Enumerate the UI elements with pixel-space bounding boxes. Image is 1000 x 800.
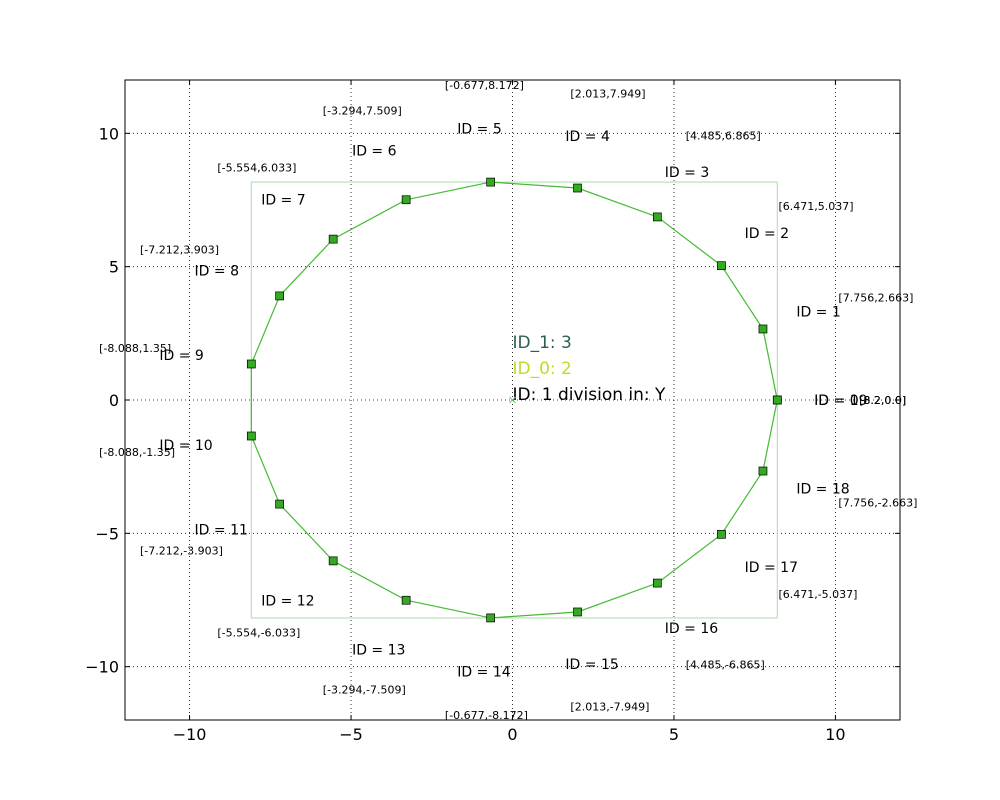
vertex-coord-label-0: [8.2,0.0] bbox=[859, 394, 906, 407]
vertex-marker-17 bbox=[717, 529, 726, 539]
vertex-marker-5 bbox=[486, 177, 495, 187]
center-annotations: ID_1: 3 ID_0: 2 ID: 1 division in: Y bbox=[509, 333, 667, 405]
polygon-line bbox=[250, 181, 778, 619]
vertex-id-label-7: ID = 7 bbox=[261, 193, 305, 209]
vertex-coord-label-16: [4.485,-6.865] bbox=[686, 659, 765, 672]
vertex-coord-label-12: [-5.554,-6.033] bbox=[217, 626, 300, 639]
vertex-coord-label-13: [-3.294,-7.509] bbox=[323, 683, 406, 696]
annotation-id1: ID_1: 3 bbox=[513, 333, 572, 353]
vertex-coord-label-1: [7.756,2.663] bbox=[838, 291, 913, 304]
vertex-id-label-17: ID = 17 bbox=[745, 560, 798, 576]
vertex-id-label-18: ID = 18 bbox=[796, 481, 849, 497]
polygon-line-layer bbox=[250, 181, 778, 619]
vertex-coord-label-14: [-0.677,-8.172] bbox=[445, 709, 528, 722]
vertex-marker-12 bbox=[328, 556, 338, 566]
vertex-coord-label-6: [-3.294,7.509] bbox=[323, 105, 402, 118]
vertex-marker-14 bbox=[486, 613, 495, 623]
vertex-coord-label-8: [-7.212,3.903] bbox=[140, 244, 219, 257]
y-tick-label: 0 bbox=[109, 391, 119, 410]
vertex-marker-8 bbox=[275, 291, 284, 301]
vertex-id-label-8: ID = 8 bbox=[195, 263, 239, 279]
vertex-marker-15 bbox=[573, 607, 582, 617]
vertex-coord-label-9: [-8.088,1.35] bbox=[99, 342, 171, 355]
vertex-marker-13 bbox=[401, 595, 411, 605]
vertex-coord-label-18: [7.756,-2.663] bbox=[838, 497, 917, 510]
vertex-id-label-0: ID = 0 bbox=[814, 393, 858, 409]
vertex-id-label-2: ID = 2 bbox=[745, 226, 789, 242]
x-tick-label: −10 bbox=[173, 725, 207, 744]
vertex-id-label-4: ID = 4 bbox=[565, 129, 610, 145]
x-tick-label: 10 bbox=[825, 725, 845, 744]
vertex-marker-9 bbox=[246, 359, 256, 369]
y-tick-label: 5 bbox=[109, 258, 119, 277]
vertex-marker-2 bbox=[717, 261, 726, 271]
x-tick-label: −5 bbox=[339, 725, 363, 744]
vertex-coord-label-3: [4.485,6.865] bbox=[686, 129, 761, 142]
y-tick-label: −5 bbox=[95, 524, 119, 543]
vertex-id-label-10: ID = 10 bbox=[159, 438, 212, 454]
vertex-marker-3 bbox=[652, 212, 662, 222]
y-tick-label: 10 bbox=[99, 124, 119, 143]
vertex-id-label-11: ID = 11 bbox=[195, 523, 248, 539]
vertex-id-label-15: ID = 15 bbox=[565, 657, 618, 673]
annotation-division: ID: 1 division in: Y bbox=[513, 385, 667, 405]
vertex-labels: ID = 0 [8.2,0.0] ID = 1[7.756,2.663] ID = 2… bbox=[99, 79, 917, 722]
vertex-coord-label-4: [2.013,7.949] bbox=[570, 88, 645, 101]
vertex-coord-label-10: [-8.088,-1.35] bbox=[99, 446, 175, 459]
vertex-marker-4 bbox=[573, 183, 582, 193]
x-tick-label: 5 bbox=[669, 725, 679, 744]
vertex-marker-7 bbox=[328, 234, 338, 244]
vertex-marker-1 bbox=[758, 324, 768, 334]
annotation-id0: ID_0: 2 bbox=[513, 359, 572, 379]
vertex-id-label-12: ID = 12 bbox=[261, 593, 314, 609]
vertex-id-label-5: ID = 5 bbox=[457, 122, 501, 138]
vertex-marker-6 bbox=[401, 195, 411, 205]
vertex-id-label-14: ID = 14 bbox=[457, 664, 510, 680]
vertex-marker-18 bbox=[758, 466, 768, 476]
vertex-coord-label-11: [-7.212,-3.903] bbox=[140, 544, 223, 557]
vertex-coord-label-17: [6.471,-5.037] bbox=[778, 588, 857, 601]
vertex-marker-19 bbox=[772, 395, 782, 405]
y-tick-label: −10 bbox=[85, 658, 119, 677]
axes-frame bbox=[124, 79, 901, 721]
vertex-coord-label-15: [2.013,-7.949] bbox=[570, 700, 649, 713]
vertex-id-label-19: ID = 19 bbox=[814, 393, 867, 409]
vertex-marker-10 bbox=[246, 431, 256, 441]
vertex-marker-16 bbox=[652, 578, 662, 588]
vertex-markers bbox=[246, 177, 782, 623]
vertex-coord-label-7: [-5.554,6.033] bbox=[217, 162, 296, 175]
vertex-coord-label-2: [6.471,5.037] bbox=[778, 200, 853, 213]
vertex-id-label-9: ID = 9 bbox=[159, 348, 203, 364]
vertex-id-label-3: ID = 3 bbox=[665, 165, 709, 181]
vertex-id-label-6: ID = 6 bbox=[352, 144, 397, 160]
x-tick-label: 0 bbox=[507, 725, 517, 744]
tick-labels: −10 −5 0 5 10 −10 −5 0 5 10 bbox=[85, 124, 845, 744]
vertex-coord-label-5: [-0.677,8.172] bbox=[445, 79, 524, 92]
vertex-coord-label-19: [8.2,0.0] bbox=[859, 394, 906, 407]
vertex-id-label-1: ID = 1 bbox=[796, 305, 840, 321]
vertex-id-label-16: ID = 16 bbox=[665, 621, 718, 637]
vertex-marker-11 bbox=[275, 499, 284, 509]
center-cross-marker bbox=[509, 396, 516, 404]
vertex-id-label-13: ID = 13 bbox=[352, 642, 405, 658]
